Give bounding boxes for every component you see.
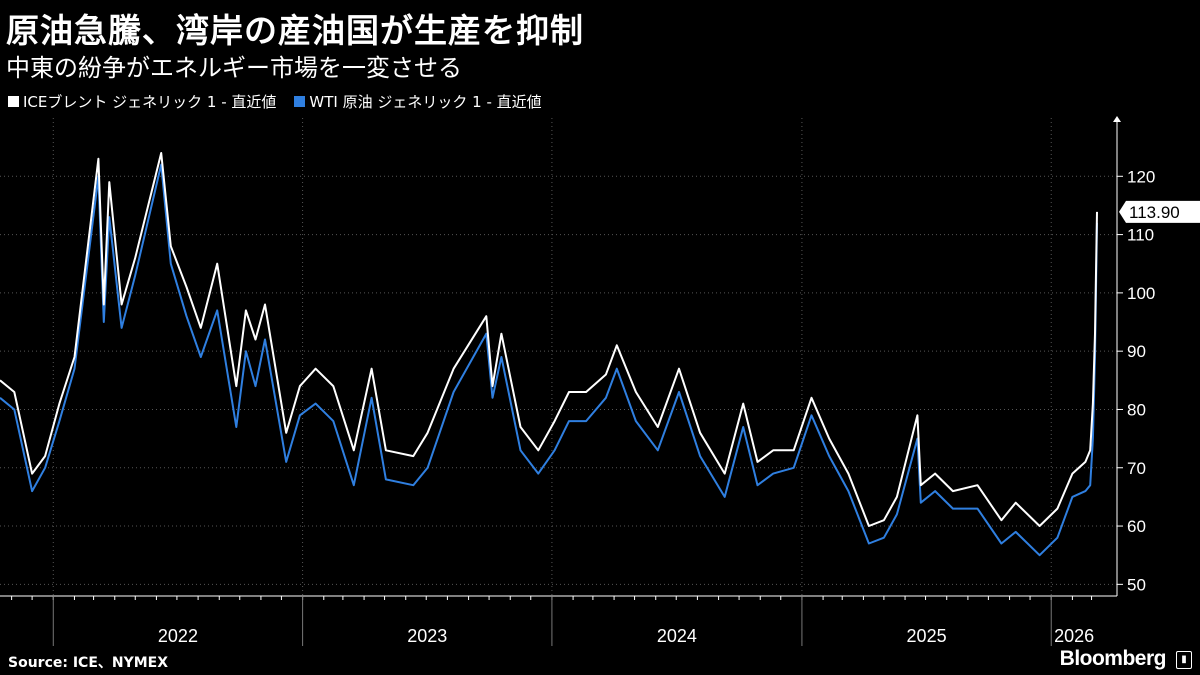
legend-label-wti: WTI 原油 ジェネリック 1 - 直近値: [309, 93, 542, 111]
x-tick-label: 2023: [407, 626, 447, 646]
chart-subtitle: 中東の紛争がエネルギー市場を一変させる: [6, 54, 462, 82]
legend: ICEブレント ジェネリック 1 - 直近値 WTI 原油 ジェネリック 1 -…: [8, 91, 560, 112]
x-tick-label: 2022: [158, 626, 198, 646]
source-note: Source: ICE、NYMEX: [8, 655, 169, 671]
legend-item-brent: ICEブレント ジェネリック 1 - 直近値: [8, 91, 276, 112]
legend-label-brent: ICEブレント ジェネリック 1 - 直近値: [23, 93, 277, 111]
last-value-label: 113.90: [1129, 203, 1180, 222]
series-line-brent: [0, 152, 1098, 527]
y-tick-label: 110: [1127, 226, 1154, 245]
y-tick-label: 100: [1127, 284, 1155, 303]
series-line-wti: [0, 163, 1098, 557]
x-tick-label: 2025: [907, 626, 947, 646]
y-axis-arrow: [1113, 116, 1121, 122]
y-tick-label: 80: [1127, 400, 1146, 419]
x-tick-label: 2024: [657, 626, 697, 646]
legend-swatch-brent: [8, 96, 19, 107]
last-value-callout: [1119, 200, 1200, 223]
y-tick-label: 50: [1127, 575, 1146, 594]
legend-swatch-wti: [294, 96, 306, 107]
x-tick-label: 2026: [1054, 626, 1094, 646]
bloomberg-mark-icon: ▮: [1176, 651, 1192, 669]
y-tick-label: 60: [1127, 517, 1146, 536]
y-tick-label: 90: [1127, 342, 1146, 361]
legend-item-wti: WTI 原油 ジェネリック 1 - 直近値: [294, 91, 542, 112]
y-tick-label: 70: [1127, 459, 1146, 478]
chart-title: 原油急騰、湾岸の産油国が生産を抑制: [6, 11, 584, 50]
bloomberg-logo: Bloomberg: [1059, 647, 1167, 670]
y-tick-label: 120: [1127, 167, 1155, 186]
